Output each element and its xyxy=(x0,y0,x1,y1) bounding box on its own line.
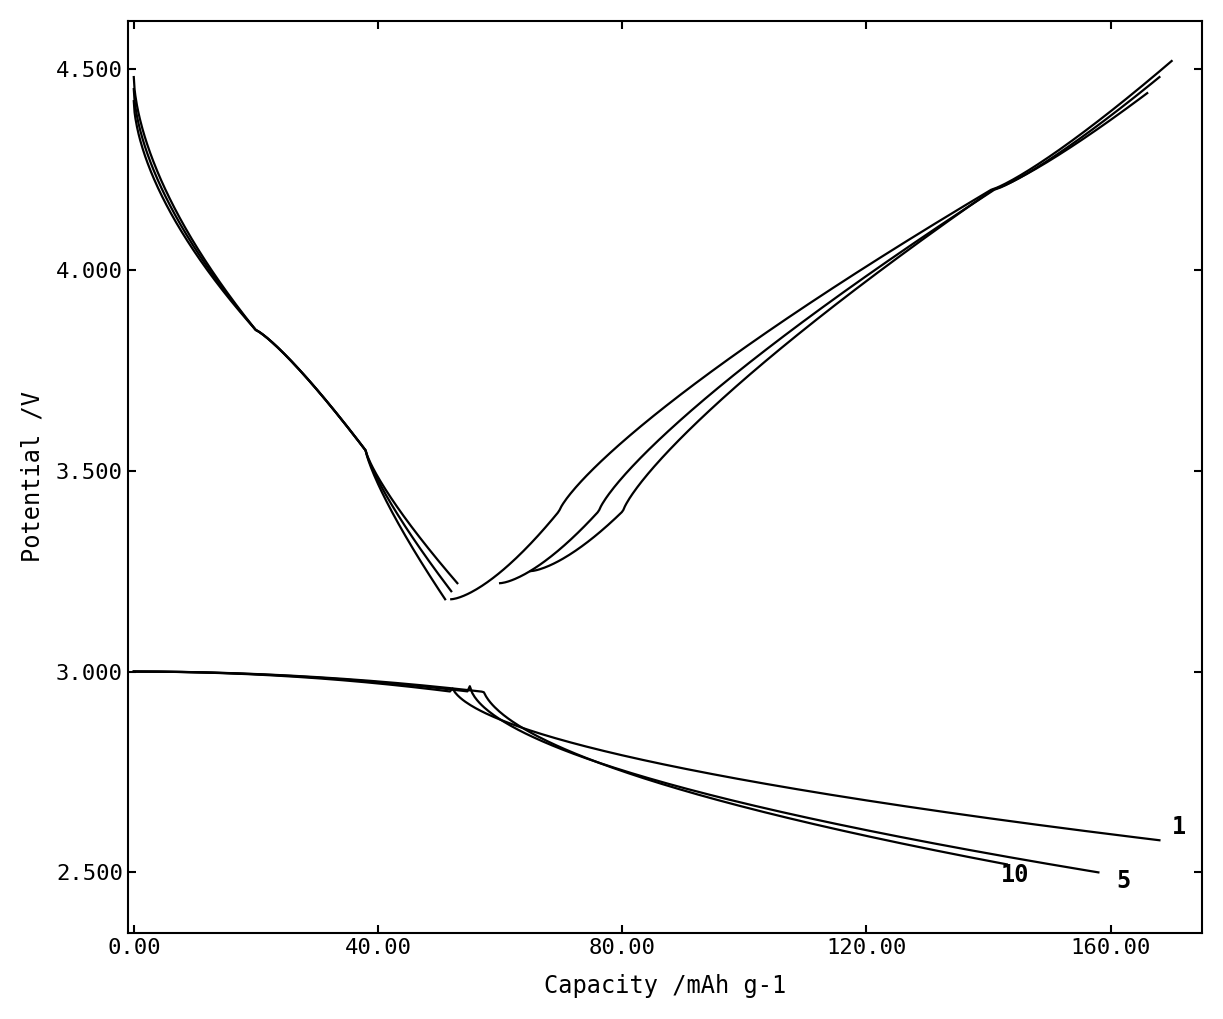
Text: 1: 1 xyxy=(1172,815,1186,840)
Text: 10: 10 xyxy=(1000,863,1030,888)
Text: 5: 5 xyxy=(1117,869,1131,894)
X-axis label: Capacity /mAh g-1: Capacity /mAh g-1 xyxy=(544,974,786,999)
Y-axis label: Potential /V: Potential /V xyxy=(21,391,45,562)
